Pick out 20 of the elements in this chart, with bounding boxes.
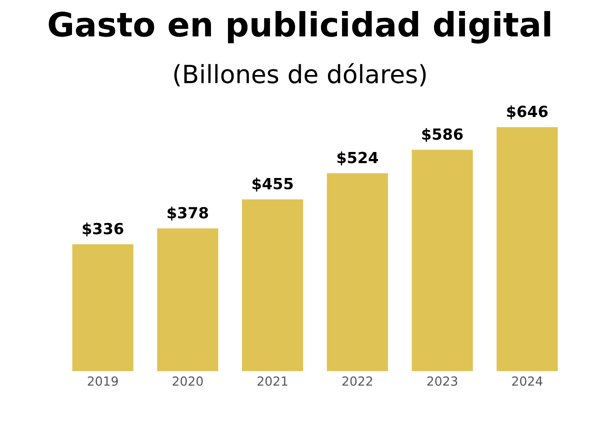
chart-title: Gasto en publicidad digital — [48, 11, 550, 44]
x-tick-label: 2020 — [172, 376, 203, 386]
x-tick-label: 2019 — [88, 376, 118, 386]
bar — [496, 127, 558, 372]
x-tick-label: 2022 — [342, 376, 372, 386]
data-label: $378 — [168, 206, 208, 221]
x-tick-label: 2021 — [258, 376, 288, 386]
data-label: $524 — [337, 152, 378, 166]
bar — [157, 228, 218, 372]
data-label: $336 — [82, 222, 124, 236]
chart-subtitle: (Billones de dólares) — [174, 63, 426, 86]
data-label: $646 — [507, 105, 548, 120]
bar — [412, 150, 473, 372]
bar — [242, 199, 304, 372]
bar — [72, 244, 134, 372]
data-label: $586 — [422, 128, 463, 142]
x-tick-label: 2023 — [427, 376, 458, 386]
bar — [326, 173, 388, 372]
x-tick-label: 2024 — [512, 376, 542, 386]
data-label: $455 — [252, 178, 293, 192]
